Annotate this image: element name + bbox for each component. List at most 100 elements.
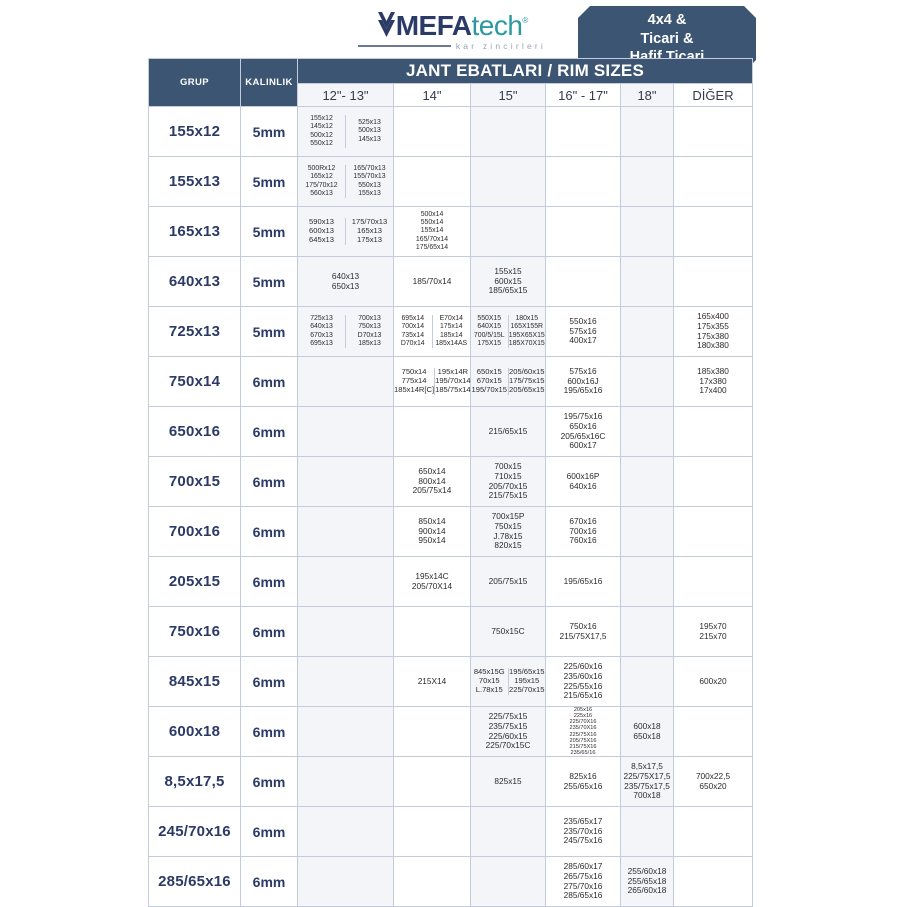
size-list: 825x16 255/65x16	[546, 770, 620, 792]
size-list-split: 550X15 640X15 700/5/15L 175X15 180x15 165X155…	[471, 315, 545, 348]
size-value: 165x12	[310, 173, 333, 181]
size-value: 725x13	[310, 315, 333, 323]
size-value: 640x13	[331, 270, 360, 281]
size-value: 700/5/15L	[473, 331, 505, 339]
size-list-split: 590x13 600x13 645x13 175/70x13 165x13 175x13	[298, 217, 393, 245]
size-value: 195x14R	[437, 367, 469, 377]
header-size-12-13: 12"- 13"	[297, 83, 394, 107]
cell-16-17	[545, 156, 621, 207]
size-sublist-left: 695x14 700x14 735x14 D70x14	[394, 315, 433, 348]
size-value: 225/60x16	[563, 660, 603, 671]
size-list: 225/60x16 235/60x16 225/55x16 215/65x16	[546, 660, 620, 701]
size-list: 500x14 550x14 155x14 165/70x14 175/65x14	[394, 211, 470, 252]
size-value: D70x13	[357, 331, 382, 339]
size-value: 185x14AS	[435, 339, 468, 347]
size-value: 500x14	[420, 211, 444, 219]
size-value: 215/75x15	[488, 490, 528, 501]
cell-18	[620, 606, 674, 657]
cell-15: 700x15P 750x15 J.78x15 820x15	[470, 506, 546, 557]
cell-14	[393, 856, 471, 907]
logo-tagline-row: kar zincirleri	[358, 41, 548, 51]
cell-18	[620, 206, 674, 257]
size-list: 185x380 17x380 17x400	[674, 366, 752, 396]
cell-15	[470, 206, 546, 257]
cell-diger	[672, 506, 754, 557]
header-size-15: 15"	[470, 83, 546, 107]
size-value: 275/70x16	[563, 880, 603, 891]
size-list: 205/75x15	[471, 576, 545, 587]
size-value: L.78x15	[475, 684, 503, 694]
size-value: 225/70X16	[569, 719, 597, 726]
size-value: 670x13	[310, 331, 333, 339]
size-value: 235/65/16	[570, 749, 596, 756]
header-rim-sizes-title: JANT EBATLARI / RIM SIZES	[296, 58, 754, 84]
size-value: 640X15	[477, 323, 502, 331]
size-list: 205x16 225x16 225/70X16 235/70X16 225/75X16 2…	[546, 707, 620, 755]
cell-15	[470, 156, 546, 207]
size-value: 235/70X16	[569, 725, 597, 732]
table-row: 155x12 5mm 155x12 145x12 500x12 550x12 525x13 5…	[148, 106, 754, 157]
cell-diger: 700x22,5 650x20	[672, 756, 754, 807]
size-value: 600x18	[633, 720, 661, 731]
table-header-row-sizes: 12"- 13" 14" 15" 16" - 17" 18" DİĞER	[149, 83, 754, 107]
size-list: 600x20	[674, 676, 752, 687]
size-value: 700x18	[633, 790, 661, 801]
cell-14: 650x14 800x14 205/75x14	[393, 456, 471, 507]
size-value: 845x15G	[473, 667, 505, 677]
size-value: 750x14	[401, 367, 427, 377]
size-value: D70x14	[400, 339, 425, 347]
mefa-chevron-icon	[377, 12, 395, 37]
cell-12-13: 155x12 145x12 500x12 550x12 525x13 500x13 145x…	[297, 106, 394, 157]
size-sublist-left: 750x14 775x14 185x14R[C]	[394, 367, 436, 395]
size-value: 650x13	[331, 280, 360, 291]
size-value: 215/75X16	[569, 743, 597, 750]
cell-diger	[672, 856, 754, 907]
size-value: 950x14	[418, 535, 446, 546]
table-body: 155x12 5mm 155x12 145x12 500x12 550x12 525x13 5…	[148, 106, 754, 907]
cell-18	[620, 156, 674, 207]
row-group-label: 750x16	[148, 606, 241, 657]
table-row: 640x13 5mm 640x13 650x13 185/70x14 155x15 600x…	[148, 256, 754, 307]
cell-diger	[672, 256, 754, 307]
size-value: 645x13	[309, 234, 334, 244]
size-value: 215/65x15	[488, 425, 528, 436]
size-value: 205/70x15	[488, 480, 528, 491]
size-value: 225/70x15C	[485, 740, 531, 751]
table-row: 650x16 6mm 215/65x15 195/75x16 650x16 205/65x…	[148, 406, 754, 457]
size-value: 590x13	[309, 217, 334, 227]
size-list: 195/65x16	[546, 576, 620, 587]
size-list: 550x16 575x16 400x17	[546, 316, 620, 346]
size-sublist-right: 700x13 750x13 D70x13 185x13	[346, 315, 393, 348]
cell-18: 600x18 650x18	[620, 706, 674, 757]
row-thickness-label: 5mm	[240, 306, 298, 357]
size-value: 155x13	[358, 189, 381, 197]
size-value: 185x14	[439, 331, 463, 339]
size-value: 225/75X17,5	[623, 770, 671, 781]
size-value: 600x16P	[566, 470, 600, 481]
logo-wordmark: MEFA tech ®	[377, 10, 528, 40]
cell-14	[393, 106, 471, 157]
size-value: 195/70x14	[435, 376, 471, 386]
size-value: 265/60x18	[627, 885, 667, 896]
header-kalinlik: KALINLIK	[240, 58, 298, 107]
size-value: 820x15	[494, 540, 522, 551]
size-value: 70x15	[478, 676, 500, 686]
size-value: 760x16	[569, 535, 597, 546]
cell-16-17: 195/75x16 650x16 205/65x16C 600x17	[545, 406, 621, 457]
cell-16-17: 285/60x17 265/75x16 275/70x16 285/65x16	[545, 856, 621, 907]
cell-18	[620, 506, 674, 557]
row-group-label: 155x13	[148, 156, 241, 207]
cell-14	[393, 706, 471, 757]
size-list: 255/60x18 255/65x18 265/60x18	[621, 866, 673, 896]
cell-16-17: 600x16P 640x16	[545, 456, 621, 507]
size-list: 195x14C 205/70X14	[394, 571, 470, 592]
cell-diger	[672, 406, 754, 457]
size-value: 185X70X15	[508, 339, 545, 347]
size-value: 205x16	[573, 707, 593, 714]
header-grup: GRUP	[148, 58, 241, 107]
cell-12-13	[297, 856, 394, 907]
size-value: 825x16	[569, 770, 597, 781]
row-thickness-label: 6mm	[240, 756, 298, 807]
cell-15: 155x15 600x15 185/65x15	[470, 256, 546, 307]
row-thickness-label: 6mm	[240, 656, 298, 707]
